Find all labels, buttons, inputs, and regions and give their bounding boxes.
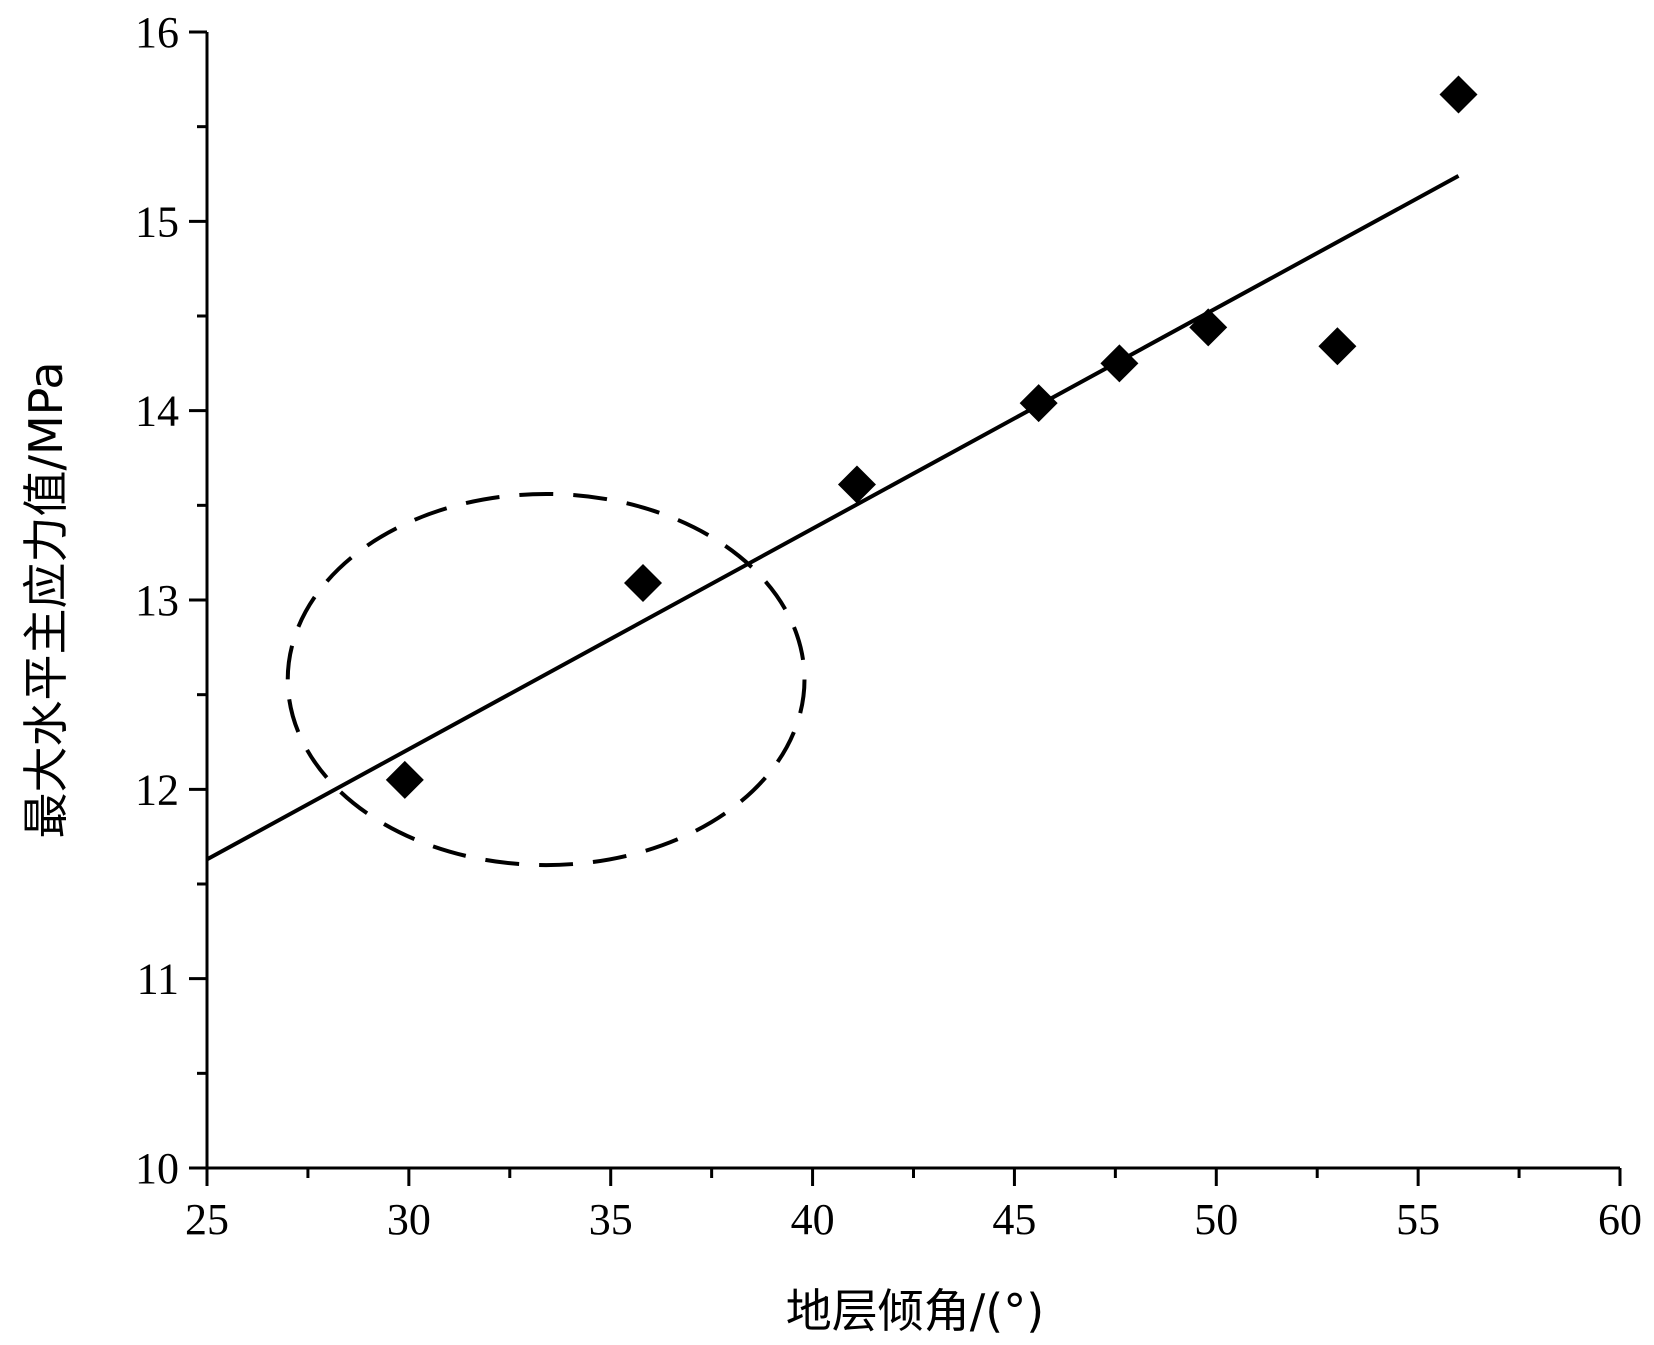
dashed-ellipse — [285, 491, 807, 868]
data-point — [837, 465, 876, 504]
data-point — [1189, 308, 1228, 347]
data-points — [385, 75, 1478, 799]
data-point — [1318, 327, 1357, 366]
x-tick-label: 25 — [185, 1195, 229, 1244]
y-tick-label: 16 — [135, 8, 179, 57]
x-axis-title: 地层倾角/(°) — [786, 1284, 1044, 1338]
y-axis-title: 最大水平主应力值/MPa — [19, 361, 73, 838]
data-point — [385, 760, 424, 799]
x-tick-label: 60 — [1598, 1195, 1642, 1244]
y-tick-label: 10 — [135, 1144, 179, 1193]
annotation-group — [285, 491, 807, 868]
data-point — [1019, 384, 1058, 423]
y-tick-label: 14 — [135, 387, 179, 436]
trendline — [206, 174, 1460, 862]
axes: 25 30 35 40 45 50 55 60 10 11 12 13 14 15 16 — [135, 8, 1642, 1244]
x-tick-label: 45 — [992, 1195, 1036, 1244]
x-tick-label: 40 — [791, 1195, 835, 1244]
x-tick-label: 30 — [387, 1195, 431, 1244]
data-point — [1439, 75, 1478, 114]
y-tick-label: 15 — [135, 197, 179, 246]
y-tick-label: 13 — [135, 576, 179, 625]
y-tick-label: 12 — [135, 765, 179, 814]
data-point — [1100, 344, 1139, 383]
data-point — [624, 563, 663, 602]
trendline-group — [206, 174, 1460, 862]
y-tick-label: 11 — [137, 955, 179, 1004]
x-tick-label: 35 — [589, 1195, 633, 1244]
x-tick-label: 55 — [1396, 1195, 1440, 1244]
x-tick-label: 50 — [1194, 1195, 1238, 1244]
